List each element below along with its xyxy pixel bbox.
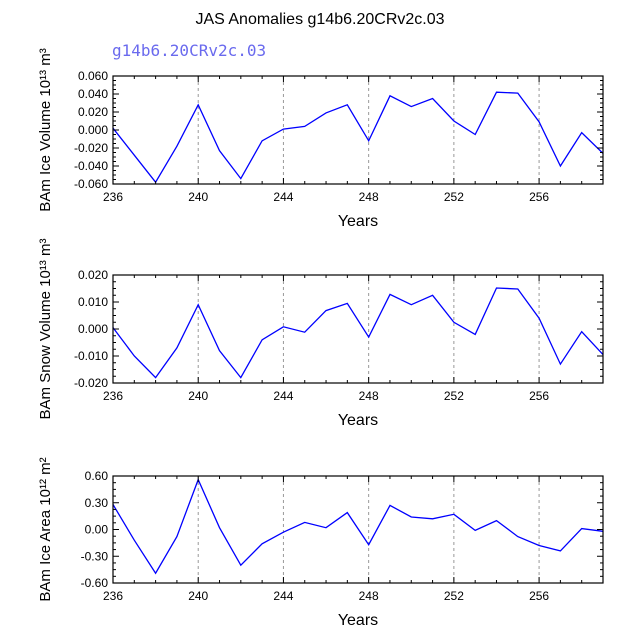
x-tick-label: 240 xyxy=(188,389,208,403)
x-tick-label: 248 xyxy=(359,589,379,603)
y-axis-label: BAm Ice Area 10¹² m² xyxy=(37,457,54,601)
y-tick-label: 0.00 xyxy=(85,523,109,537)
x-tick-label: 248 xyxy=(359,389,379,403)
x-tick-label: 256 xyxy=(529,190,549,204)
y-tick-label: 0.000 xyxy=(78,322,108,336)
y-axis-label: BAm Ice Volume 10¹³ m³ xyxy=(37,48,54,211)
x-tick-label: 248 xyxy=(359,190,379,204)
x-tick-label: 244 xyxy=(273,589,293,603)
subtitle: g14b6.20CRv2c.03 xyxy=(112,41,266,60)
x-axis-label: Years xyxy=(338,612,378,629)
y-tick-label: 0.010 xyxy=(78,295,108,309)
x-tick-label: 252 xyxy=(444,589,464,603)
chart-panel-1: 236 240 244 248 252 256 -0.060 -0.040 -0.020 0.00… xyxy=(37,48,604,230)
y-axis-label: BAm Snow Volume 10¹³ m³ xyxy=(37,239,54,420)
y-tick-label: 0.30 xyxy=(85,496,109,510)
y-tick-label: -0.60 xyxy=(81,576,109,590)
y-tick-label: -0.060 xyxy=(74,177,108,191)
series-line xyxy=(112,91,604,184)
x-axis-label: Years xyxy=(338,213,378,230)
x-tick-label: 252 xyxy=(444,389,464,403)
chart-panel-2: 236 240 244 248 252 256 -0.020 -0.010 0.000 0.010… xyxy=(37,239,604,429)
x-tick-label: 244 xyxy=(273,389,293,403)
y-tick-label: 0.60 xyxy=(85,469,109,483)
y-tick-label: 0.020 xyxy=(78,105,108,119)
y-tick-label: -0.020 xyxy=(74,376,108,390)
y-tick-label: 0.040 xyxy=(78,87,108,101)
x-tick-label: 236 xyxy=(103,190,123,204)
x-tick-label: 236 xyxy=(103,589,123,603)
y-tick-label: -0.30 xyxy=(81,549,109,563)
y-tick-label: 0.020 xyxy=(78,268,108,282)
y-tick-label: -0.040 xyxy=(74,159,108,173)
y-tick-label: -0.020 xyxy=(74,141,108,155)
y-tick-label: 0.060 xyxy=(78,69,108,83)
x-axis-label: Years xyxy=(338,412,378,429)
x-tick-label: 236 xyxy=(103,389,123,403)
x-tick-label: 256 xyxy=(529,589,549,603)
chart-panel-3: 236 240 244 248 252 256 -0.60 -0.30 0.00 0.30 0.60… xyxy=(37,457,604,629)
series-line xyxy=(112,477,604,575)
x-tick-label: 252 xyxy=(444,190,464,204)
x-tick-label: 244 xyxy=(273,190,293,204)
series-line xyxy=(112,287,604,379)
x-tick-label: 256 xyxy=(529,389,549,403)
y-tick-label: 0.000 xyxy=(78,123,108,137)
x-tick-label: 240 xyxy=(188,589,208,603)
plot-frame xyxy=(112,75,604,185)
y-tick-label: -0.010 xyxy=(74,349,108,363)
x-tick-label: 240 xyxy=(188,190,208,204)
figure-title: JAS Anomalies g14b6.20CRv2c.03 xyxy=(195,11,444,28)
chart-panels: 236 240 244 248 252 256 -0.060 -0.040 -0.020 0.00… xyxy=(37,48,604,629)
